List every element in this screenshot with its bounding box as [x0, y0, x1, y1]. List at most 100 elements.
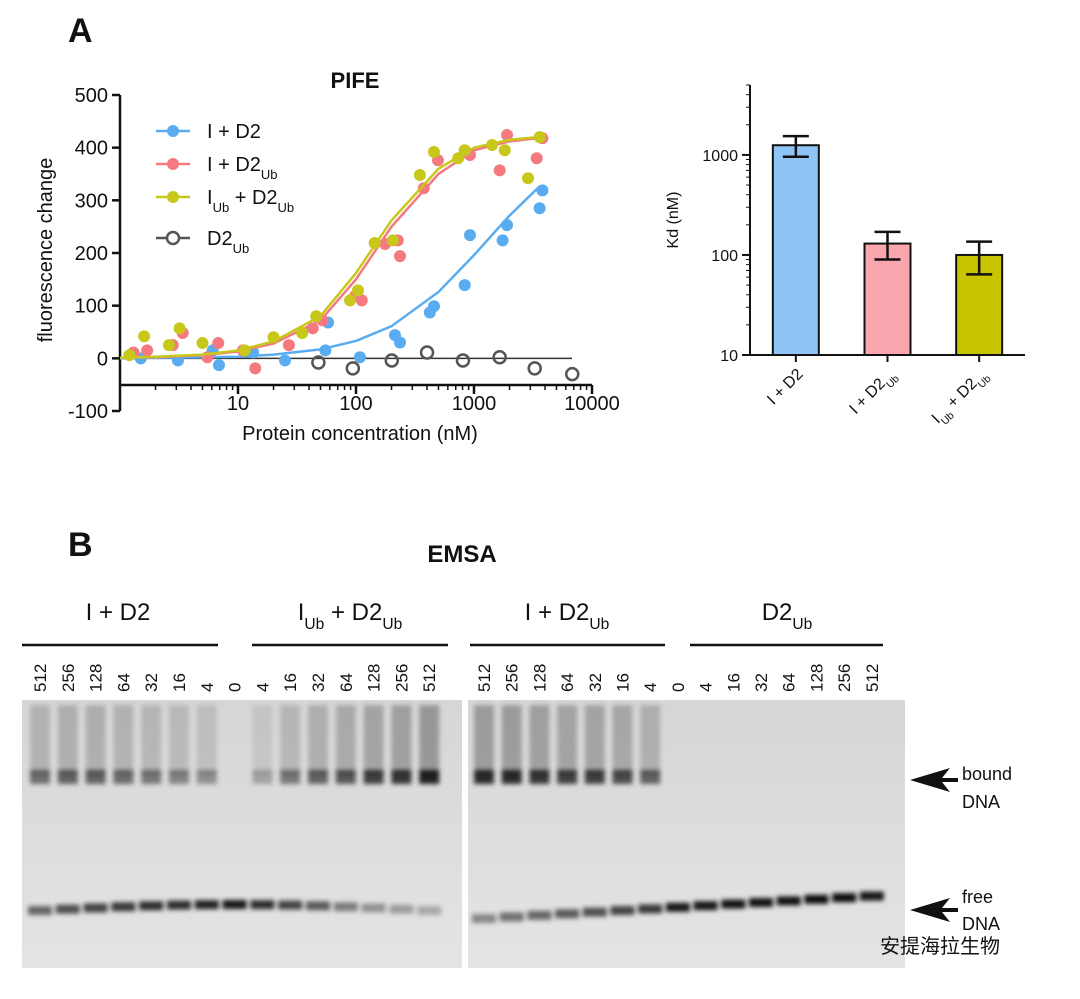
lane-label: 32	[752, 673, 771, 692]
legend-label: I + D2	[207, 121, 261, 143]
data-point	[464, 229, 477, 242]
data-point	[368, 236, 381, 249]
lane-label: 4	[697, 683, 716, 692]
free-band	[527, 910, 552, 920]
lane-label: 256	[835, 664, 854, 692]
legend-label: D2Ub	[207, 228, 249, 256]
lane-label: 16	[281, 673, 300, 692]
data-point	[344, 294, 357, 307]
x-axis-label: Protein concentration (nM)	[242, 423, 478, 445]
lane-label: 16	[170, 673, 189, 692]
bound-smear	[169, 705, 189, 775]
bound-smear	[584, 705, 605, 775]
lane-label: 16	[614, 673, 633, 692]
data-point	[455, 353, 471, 368]
data-point	[394, 336, 407, 349]
lane-label: 512	[420, 664, 439, 692]
x-tick-label: IUb + D2Ub	[929, 366, 994, 431]
lane-label: 256	[503, 664, 522, 692]
y-tick-label: 100	[711, 248, 738, 265]
data-point	[355, 294, 368, 307]
bound-smear	[196, 705, 217, 775]
bound-band	[419, 770, 440, 784]
bound-band	[141, 770, 162, 784]
lane-label: 64	[558, 673, 577, 692]
x-tick-label: I + D2	[764, 366, 807, 409]
bound-smear	[363, 705, 384, 775]
free-band	[222, 900, 247, 909]
data-point	[311, 355, 326, 370]
fit-curve	[119, 186, 540, 360]
data-point	[306, 322, 319, 335]
y-tick-label: 10	[720, 348, 738, 365]
data-point	[419, 345, 435, 360]
x-tick-label: 100	[339, 393, 372, 415]
lane-label: 32	[586, 673, 605, 692]
data-point	[527, 361, 542, 376]
free-band	[804, 894, 829, 904]
data-point	[249, 362, 262, 375]
data-point	[173, 322, 186, 335]
bound-smear	[391, 705, 412, 775]
lane-label: 512	[31, 664, 50, 692]
data-point	[498, 144, 511, 157]
legend-label: IUb + D2Ub	[207, 187, 294, 215]
free-band	[582, 907, 607, 917]
lane-label: 4	[641, 683, 660, 692]
free-band	[638, 904, 663, 914]
gel-title: EMSA	[427, 541, 496, 568]
lane-label: 64	[337, 673, 356, 692]
marker-label: bound	[962, 764, 1012, 784]
chart-title: PIFE	[331, 68, 380, 93]
data-point	[282, 339, 295, 352]
bound-smear	[113, 705, 134, 775]
data-point	[238, 344, 251, 357]
bound-smear	[501, 705, 522, 775]
data-point	[417, 182, 430, 195]
data-point	[345, 361, 361, 376]
data-point	[501, 219, 514, 232]
bound-smear	[30, 705, 50, 775]
free-band	[111, 902, 136, 912]
bar	[771, 144, 820, 356]
data-point	[530, 152, 543, 165]
data-point	[427, 145, 440, 158]
free-band	[721, 899, 746, 909]
legend-marker	[167, 191, 179, 203]
bound-smear	[474, 705, 494, 775]
free-band	[693, 901, 718, 911]
data-point	[319, 344, 332, 357]
bound-band	[85, 770, 106, 784]
free-band	[361, 903, 386, 913]
lane-label: 0	[226, 683, 245, 692]
lane-label: 32	[309, 673, 328, 692]
data-point	[278, 354, 291, 367]
bound-smear	[85, 705, 106, 775]
group-label: I + D2	[86, 599, 151, 626]
lane-label: 64	[780, 673, 799, 692]
bound-smear	[612, 705, 633, 775]
bound-band	[280, 770, 301, 784]
bound-smear	[57, 705, 78, 775]
data-point	[493, 164, 506, 177]
fit-curve	[119, 135, 539, 360]
free-band	[749, 898, 773, 907]
free-band	[306, 901, 330, 911]
free-band	[83, 903, 108, 913]
free-band	[139, 901, 164, 911]
y-tick-label: 100	[75, 296, 108, 318]
free-band	[278, 900, 303, 910]
data-point	[533, 131, 546, 144]
bound-band	[363, 770, 384, 784]
group-label: IUb + D2Ub	[298, 599, 403, 633]
bound-band	[308, 770, 328, 784]
x-tick-label: 10	[227, 393, 249, 415]
data-point	[353, 351, 366, 364]
bound-smear	[252, 705, 273, 775]
legend-marker	[167, 125, 179, 137]
panel-label: B	[68, 526, 93, 564]
x-tick-label: I + D2Ub	[846, 366, 901, 421]
free-band	[250, 900, 275, 910]
data-point	[501, 129, 514, 142]
data-point	[267, 331, 280, 344]
